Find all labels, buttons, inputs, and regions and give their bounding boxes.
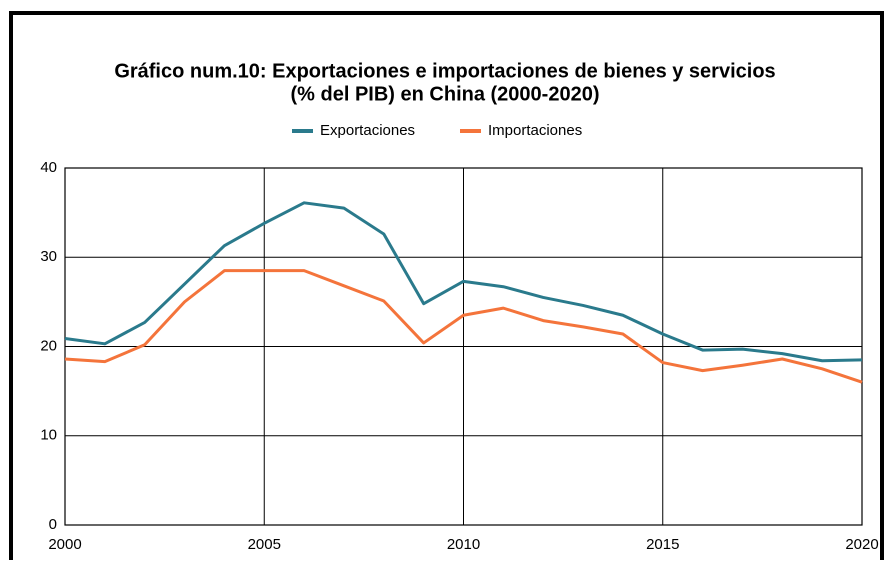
plot-frame: [64, 167, 863, 526]
x-tick-label: 2005: [248, 536, 281, 553]
x-tick-label: 2015: [646, 536, 679, 553]
series-line: [64, 201, 863, 363]
y-tick-label: 20: [40, 337, 57, 354]
x-tick-label: 2020: [845, 536, 878, 553]
frame: [9, 11, 884, 565]
legend-label: Exportaciones: [320, 122, 415, 139]
series-line: [64, 269, 863, 384]
x-tick-label: 2000: [48, 536, 81, 553]
y-tick-label: 40: [40, 159, 57, 176]
y-tick-label: 30: [40, 248, 57, 265]
y-tick-label: 0: [49, 516, 57, 533]
x-tick-label: 2010: [447, 536, 480, 553]
legend-label: Importaciones: [488, 122, 582, 139]
chart-title: (% del PIB) en China (2000-2020): [291, 83, 600, 105]
chart-title: Gráfico num.10: Exportaciones e importac…: [114, 60, 775, 82]
y-tick-label: 10: [40, 427, 57, 444]
